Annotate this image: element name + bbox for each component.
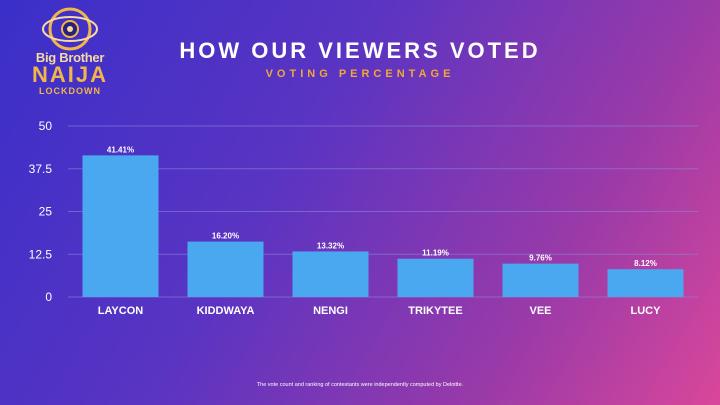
logo-text-top: Big Brother (35, 50, 105, 65)
x-tick-label: LUCY (631, 305, 662, 317)
y-tick-label: 50 (39, 119, 53, 133)
x-tick-label: VEE (529, 305, 551, 317)
bar (607, 269, 684, 297)
data-label: 41.41% (107, 145, 134, 154)
y-tick-label: 37.5 (29, 162, 53, 176)
eye-icon (42, 7, 98, 51)
x-tick-label: TRIKYTEE (408, 305, 462, 317)
bar (292, 251, 369, 297)
data-label: 13.32% (317, 241, 344, 250)
footnote: The vote count and ranking of contestant… (256, 382, 464, 388)
bar (502, 263, 579, 297)
page-subtitle: VOTING PERCENTAGE (265, 68, 455, 80)
data-label: 8.12% (634, 259, 657, 268)
bar (82, 155, 159, 297)
data-label: 16.20% (212, 232, 239, 241)
data-label: 11.19% (422, 249, 449, 258)
logo-text-bottom: LOCKDOWN (39, 86, 101, 96)
x-tick-label: NENGI (313, 305, 348, 317)
y-tick-label: 25 (39, 205, 53, 219)
bar (397, 258, 474, 297)
bar (187, 241, 264, 297)
logo-text-main: NAIJA (31, 62, 108, 87)
x-tick-label: LAYCON (98, 305, 143, 317)
show-logo: Big Brother NAIJA LOCKDOWN (20, 6, 120, 98)
page-title: HOW OUR VIEWERS VOTED (179, 38, 541, 63)
y-tick-label: 0 (45, 290, 52, 304)
y-tick-label: 12.5 (29, 247, 53, 261)
data-label: 9.76% (529, 254, 552, 263)
x-tick-label: KIDDWAYA (197, 305, 255, 317)
